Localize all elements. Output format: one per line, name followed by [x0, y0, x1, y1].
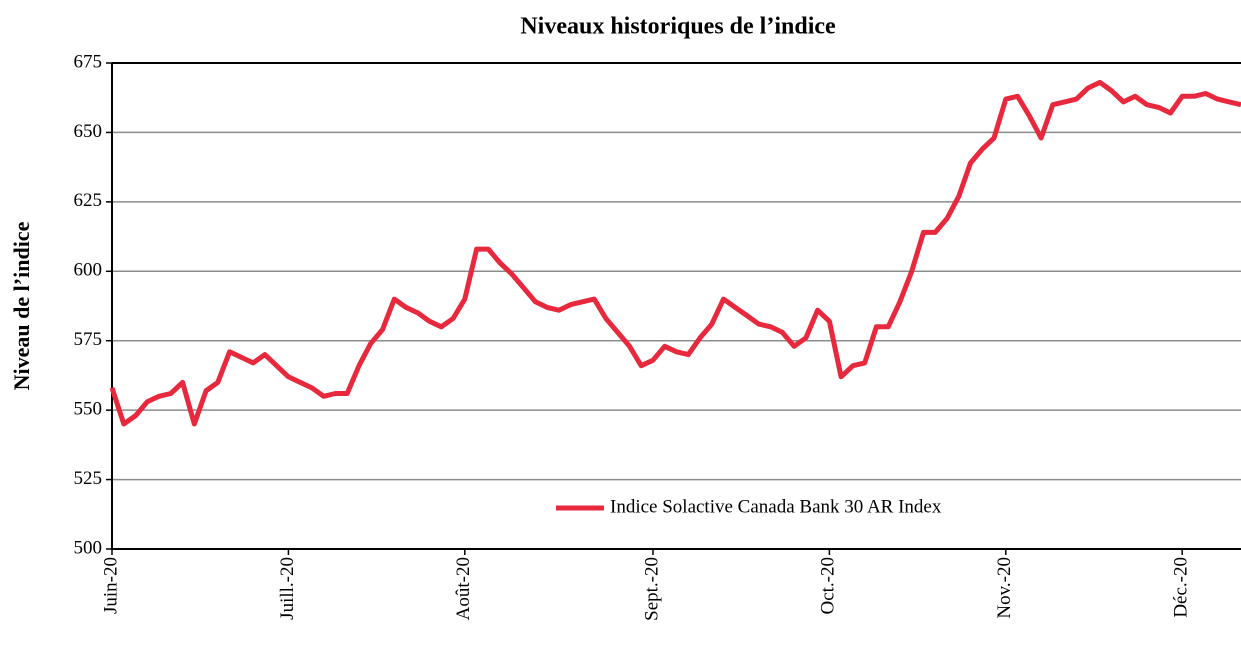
y-tick-label: 550	[74, 399, 103, 420]
x-tick-label: Déc.-20	[1171, 557, 1192, 618]
y-tick-label: 625	[74, 190, 103, 211]
x-tick-label: Oct.-20	[818, 557, 839, 615]
x-tick-label: Sept.-20	[641, 557, 662, 621]
x-tick-label: Nov.-20	[994, 557, 1015, 619]
x-tick-label: Juill.-20	[277, 557, 298, 620]
y-tick-label: 600	[74, 260, 103, 281]
y-tick-label: 650	[74, 121, 103, 142]
chart-title: Niveaux historiques de l’indice	[520, 14, 836, 40]
y-axis-label: Niveau de l’indice	[9, 221, 34, 390]
x-tick-label: Août-20	[453, 557, 474, 620]
data-line	[109, 79, 1241, 427]
x-tick-label: Juin-20	[100, 557, 121, 614]
y-tick-label: 675	[74, 51, 103, 72]
y-tick-label: 500	[74, 537, 103, 558]
y-tick-label: 525	[74, 468, 103, 489]
y-tick-label: 575	[74, 329, 103, 350]
legend-label: Indice Solactive Canada Bank 30 AR Index	[610, 496, 942, 517]
